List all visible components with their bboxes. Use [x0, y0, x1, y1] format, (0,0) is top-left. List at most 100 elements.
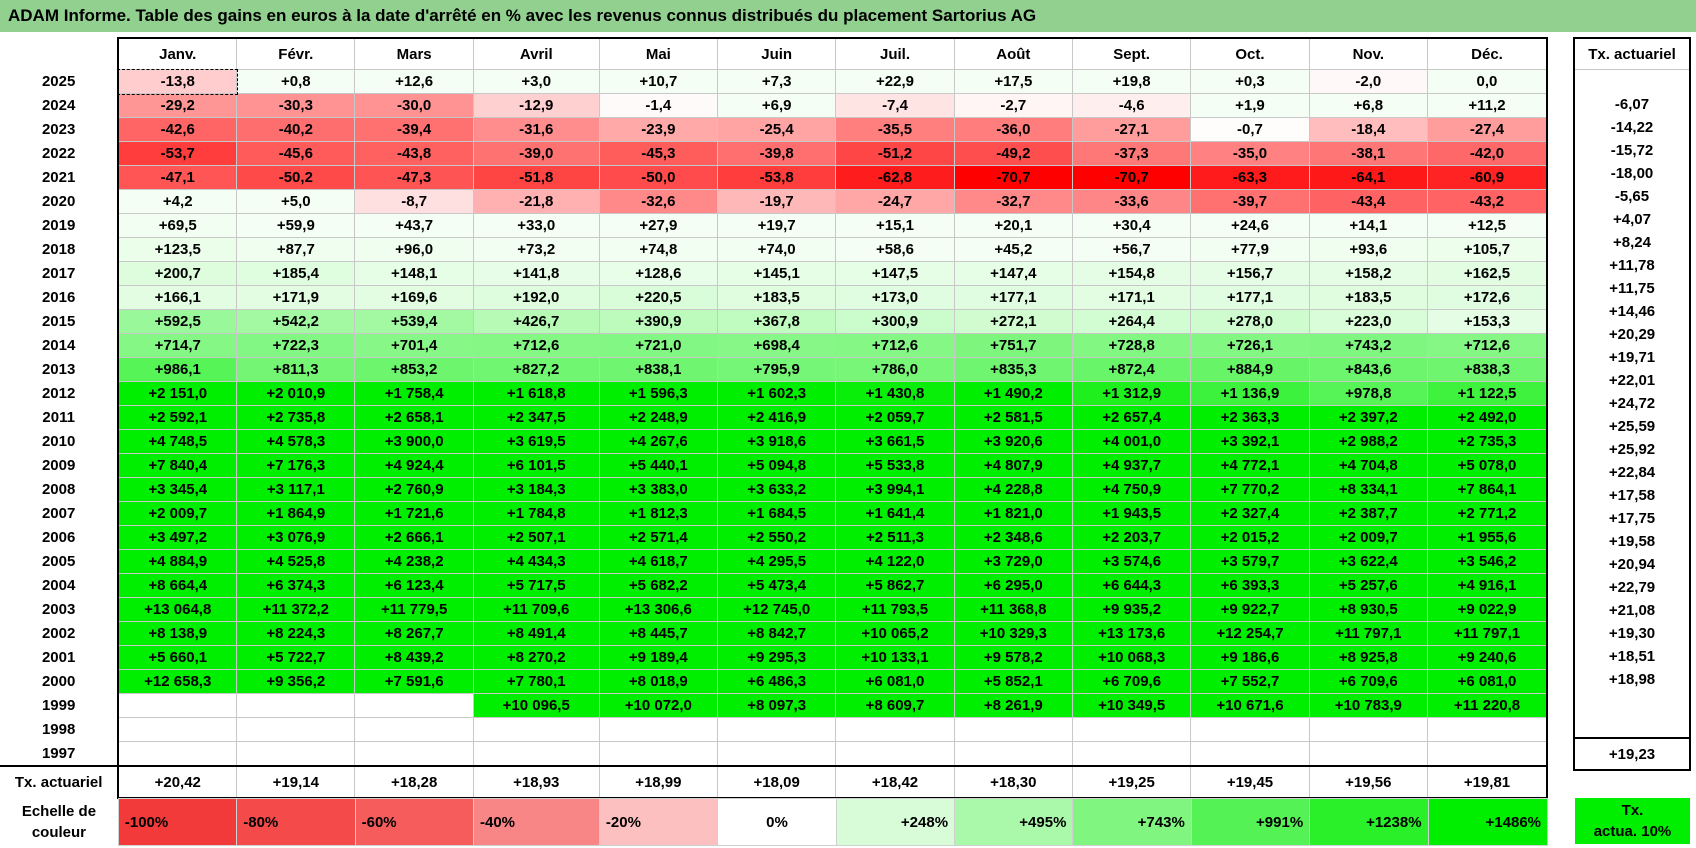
gain-cell: +6,8 — [1308, 93, 1428, 118]
gain-cell: -18,4 — [1308, 117, 1428, 142]
footer-cell: +18,30 — [953, 765, 1073, 799]
year-label: 2004 — [41, 577, 76, 594]
gain-cell: +11 797,1 — [1426, 621, 1548, 646]
gain-cell: +153,3 — [1426, 309, 1548, 334]
gain-cell: -13,8 — [117, 68, 238, 95]
gain-cell: +6,9 — [716, 93, 837, 118]
gain-cell: +4 618,7 — [598, 549, 719, 574]
gain-cell: +9 935,2 — [1071, 597, 1192, 622]
gain-cell: +1 602,3 — [716, 381, 837, 406]
gain-cell: +1 596,3 — [598, 381, 719, 406]
actuarial-rate-cell: +4,07 — [1573, 208, 1691, 231]
gain-cell: +3 918,6 — [716, 429, 837, 454]
gain-cell: +3 574,6 — [1071, 549, 1192, 574]
gain-cell: -42,0 — [1426, 141, 1548, 166]
gain-cell: +33,0 — [472, 213, 600, 238]
gain-cell: +12 745,0 — [716, 597, 837, 622]
gain-cell: +722,3 — [236, 333, 356, 358]
gain-cell: +9 240,6 — [1426, 645, 1548, 670]
gain-cell: +11 368,8 — [953, 597, 1073, 622]
gain-cell: +93,6 — [1308, 237, 1428, 262]
gain-cell: +1 721,6 — [354, 501, 474, 526]
gain-cell: -70,7 — [1071, 165, 1192, 190]
side-row: +8,24 — [1573, 231, 1691, 254]
gain-cell — [1308, 741, 1428, 767]
color-scale-label-line2: couleur — [31, 824, 87, 841]
gain-cell: +19,8 — [1071, 69, 1192, 94]
gain-cell: -39,8 — [716, 141, 837, 166]
gain-cell: -27,4 — [1426, 117, 1548, 142]
gain-cell: +3 633,2 — [716, 477, 837, 502]
gain-cell: +2 248,9 — [598, 405, 719, 430]
gain-cell: -64,1 — [1308, 165, 1428, 190]
table-row: 2024 -29,2 -30,3 -30,0 -12,9 -1,4 +6,9 -7,4 -2,7… — [0, 93, 1548, 118]
gain-cell: -32,6 — [598, 189, 719, 214]
gain-cell: +1 758,4 — [354, 381, 474, 406]
gain-cell — [117, 741, 238, 767]
gain-cell — [1308, 717, 1428, 742]
side-row: -6,07 — [1573, 93, 1691, 116]
gain-cell: +172,6 — [1426, 285, 1548, 310]
gain-cell: +15,1 — [835, 213, 955, 238]
gain-cell: +3 383,0 — [598, 477, 719, 502]
gain-cell: +811,3 — [236, 357, 356, 382]
gain-cell: -51,8 — [472, 165, 600, 190]
side-header-row: Tx. actuariel — [1573, 37, 1691, 70]
gain-cell — [835, 717, 955, 742]
actuarial-rate-cell: +19,71 — [1573, 346, 1691, 369]
gain-cell: +2 666,1 — [354, 525, 474, 550]
gain-cell: +162,5 — [1426, 261, 1548, 286]
gain-cell: +8 491,4 — [472, 621, 600, 646]
gain-cell: +2 151,0 — [117, 381, 238, 406]
gain-cell: +5 440,1 — [598, 453, 719, 478]
gain-cell: +105,7 — [1426, 237, 1548, 262]
table-row: 2025 -13,8 +0,8 +12,6 +3,0 +10,7 +7,3 +22,9 +17,… — [0, 68, 1548, 95]
gain-cell: -1,4 — [598, 93, 719, 118]
gain-cell: +10,7 — [598, 69, 719, 94]
color-scale-swatch: +1486% — [1427, 798, 1549, 846]
gain-cell: +8 930,5 — [1308, 597, 1428, 622]
gain-cell: +8 842,7 — [716, 621, 837, 646]
gain-cell: +10 783,9 — [1308, 693, 1428, 718]
actuarial-rate-cell: +22,79 — [1573, 576, 1691, 599]
gain-cell: +45,2 — [953, 237, 1073, 262]
actuarial-legend-line1: Tx. — [1621, 802, 1644, 819]
side-row — [1573, 714, 1691, 738]
gain-cell: -29,2 — [117, 93, 238, 118]
side-row: +20,94 — [1573, 553, 1691, 576]
gain-cell: +5 682,2 — [598, 573, 719, 598]
year-label: 2019 — [41, 217, 76, 234]
gain-cell: +13 173,6 — [1071, 621, 1192, 646]
gain-cell: +5 717,5 — [472, 573, 600, 598]
gain-cell: +10 671,6 — [1190, 693, 1310, 718]
gain-cell: -35,5 — [835, 117, 955, 142]
gain-cell: +9 022,9 — [1426, 597, 1548, 622]
table-row: 1999 +10 096,5 +10 072,0 +8 097,3 +8 609,7 +8… — [0, 693, 1548, 718]
footer-cell: +19,25 — [1071, 765, 1192, 799]
gain-cell: +986,1 — [117, 357, 238, 382]
gain-cell: +10 133,1 — [835, 645, 955, 670]
gain-cell: -42,6 — [117, 117, 238, 142]
gain-cell: +19,7 — [716, 213, 837, 238]
side-row: +18,98 — [1573, 668, 1691, 691]
gain-cell: +13 064,8 — [117, 597, 238, 622]
gain-cell: +2 581,5 — [953, 405, 1073, 430]
table-row: 2001 +5 660,1 +5 722,7 +8 439,2 +8 270,2 +9 1… — [0, 645, 1548, 670]
gains-table: Janv. Févr. Mars Avril Mai Juin Juil. Août Sept.… — [0, 37, 1548, 799]
gain-cell: -0,7 — [1190, 117, 1310, 142]
gain-cell: +264,4 — [1071, 309, 1192, 334]
gain-cell: +183,5 — [1308, 285, 1428, 310]
footer-cell: +18,93 — [472, 765, 600, 799]
gain-cell: +6 486,3 — [716, 669, 837, 694]
gain-cell: +2 327,4 — [1190, 501, 1310, 526]
gain-cell: -45,6 — [236, 141, 356, 166]
gain-cell: -4,6 — [1071, 93, 1192, 118]
gain-cell: +8 334,1 — [1308, 477, 1428, 502]
gain-cell: +177,1 — [1190, 285, 1310, 310]
gain-cell: +7 552,7 — [1190, 669, 1310, 694]
gain-cell: +712,6 — [1426, 333, 1548, 358]
gain-cell: +4 238,2 — [354, 549, 474, 574]
year-label: 2016 — [41, 289, 76, 306]
gain-cell: -53,8 — [716, 165, 837, 190]
footer-cell: +20,42 — [117, 765, 238, 799]
